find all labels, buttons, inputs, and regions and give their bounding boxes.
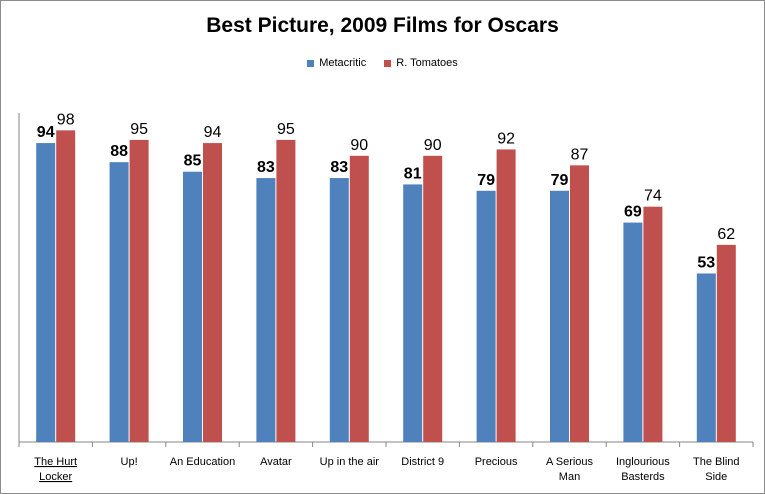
bar-metacritic xyxy=(36,143,56,442)
data-label-rotten-tomatoes: 92 xyxy=(497,130,515,147)
data-label-rotten-tomatoes: 95 xyxy=(277,121,295,138)
category-label: An Education xyxy=(170,456,235,468)
legend-label-rotten-tomatoes: R. Tomatoes xyxy=(396,57,458,69)
category-label: A Serious Man xyxy=(546,456,594,483)
bar-rotten-tomatoes xyxy=(129,139,149,442)
bar-metacritic xyxy=(550,190,569,442)
category-label: Avatar xyxy=(260,456,292,468)
category-label-line: The Hurt xyxy=(34,456,77,468)
bar-rotten-tomatoes xyxy=(349,155,369,443)
category-label-line: Locker xyxy=(39,471,72,483)
category-label: Up! xyxy=(121,456,138,468)
data-label-rotten-tomatoes: 94 xyxy=(204,124,222,141)
data-label-rotten-tomatoes: 74 xyxy=(644,188,662,205)
bar-rotten-tomatoes xyxy=(570,165,589,442)
data-label-rotten-tomatoes: 90 xyxy=(350,137,368,154)
data-label-metacritic: 88 xyxy=(110,143,128,160)
data-label-rotten-tomatoes: 95 xyxy=(130,121,148,138)
category-label: District 9 xyxy=(401,456,444,468)
bar-metacritic xyxy=(256,178,276,442)
category-label: Up in the air xyxy=(320,456,380,468)
data-label-metacritic: 53 xyxy=(697,254,715,271)
bar-metacritic xyxy=(329,178,349,442)
bar-rotten-tomatoes xyxy=(56,130,76,443)
category-label-line: Basterds xyxy=(621,471,665,483)
bar-rotten-tomatoes xyxy=(203,143,222,442)
category-label-line: An Education xyxy=(170,456,235,468)
bar-rotten-tomatoes xyxy=(496,149,516,442)
data-label-metacritic: 79 xyxy=(551,172,569,189)
data-label-metacritic: 83 xyxy=(330,159,348,176)
category-label-line: Inglourious xyxy=(616,456,670,468)
data-label-metacritic: 69 xyxy=(624,204,642,221)
legend-label-metacritic: Metacritic xyxy=(319,57,367,69)
data-label-metacritic: 81 xyxy=(404,165,422,182)
category-label-line: Up! xyxy=(121,456,138,468)
category-label-line: Avatar xyxy=(260,456,292,468)
bar-metacritic xyxy=(623,222,643,442)
bar-metacritic xyxy=(403,184,423,443)
bar-rotten-tomatoes xyxy=(423,155,443,443)
data-label-rotten-tomatoes: 98 xyxy=(57,111,75,128)
legend-item-metacritic: Metacritic xyxy=(307,57,366,69)
data-label-metacritic: 79 xyxy=(477,172,495,189)
legend: Metacritic R. Tomatoes xyxy=(1,57,764,69)
data-label-metacritic: 83 xyxy=(257,159,275,176)
bar-metacritic xyxy=(183,171,202,442)
category-label-line: Side xyxy=(705,471,727,483)
legend-item-rotten-tomatoes: R. Tomatoes xyxy=(384,57,458,69)
category-label-line: Precious xyxy=(475,456,518,468)
category-label: The Hurt Locker xyxy=(34,456,77,483)
bar-rotten-tomatoes xyxy=(276,139,296,442)
category-label-line: Up in the air xyxy=(320,456,380,468)
data-label-rotten-tomatoes: 62 xyxy=(717,226,735,243)
category-label-line: District 9 xyxy=(401,456,444,468)
category-label-line: A Serious xyxy=(546,456,594,468)
data-label-metacritic: 85 xyxy=(184,153,202,170)
legend-swatch-rotten-tomatoes xyxy=(384,59,392,67)
category-label: The Blind Side xyxy=(693,456,739,483)
category-label: Precious xyxy=(475,456,518,468)
bar-metacritic xyxy=(696,273,716,442)
category-label-line: The Blind xyxy=(693,456,739,468)
legend-swatch-metacritic xyxy=(307,59,315,67)
data-label-rotten-tomatoes: 90 xyxy=(424,137,442,154)
bar-metacritic xyxy=(109,162,129,442)
bar-rotten-tomatoes xyxy=(643,206,663,442)
category-label: Inglourious Basterds xyxy=(616,456,670,483)
bar-metacritic xyxy=(476,190,496,442)
category-label-line: Man xyxy=(559,471,580,483)
data-label-metacritic: 94 xyxy=(37,124,55,141)
bar-rotten-tomatoes xyxy=(716,244,736,442)
data-label-rotten-tomatoes: 87 xyxy=(571,146,589,163)
chart-title: Best Picture, 2009 Films for Oscars xyxy=(206,14,559,37)
